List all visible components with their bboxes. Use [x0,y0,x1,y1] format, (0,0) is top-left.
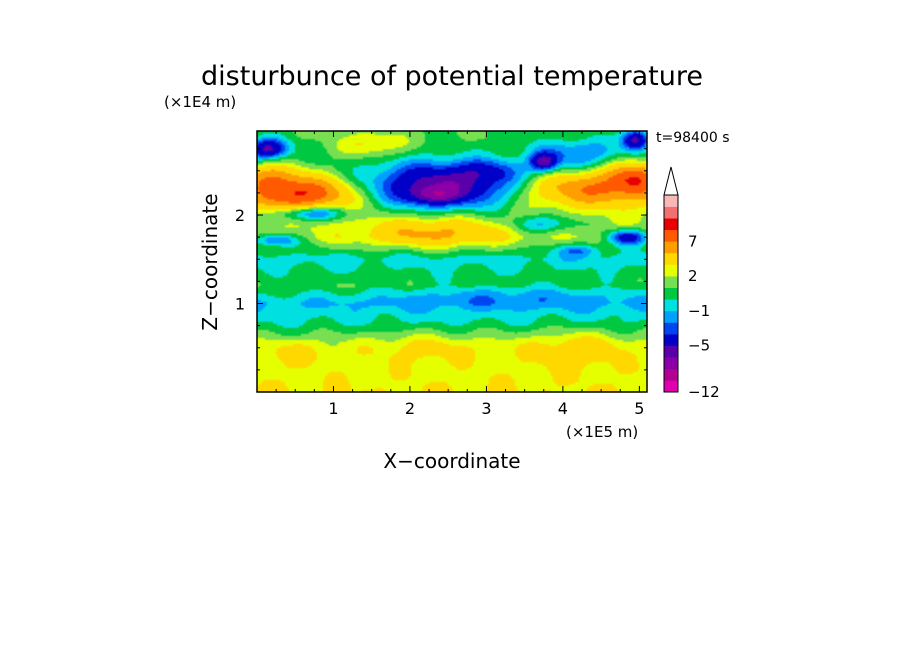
colorbar-swatch [664,345,678,358]
y-unit-label: (×1E4 m) [164,93,236,111]
colorbar-swatch [664,264,678,277]
x-tick-label: 4 [558,399,568,418]
colorbar-swatch [664,229,678,242]
colorbar-tick-label: −1 [688,302,710,320]
colorbar: −12−5−127 [663,166,720,401]
colorbar-swatch [664,368,678,381]
colorbar-swatch [664,195,678,207]
heatmap-field [257,131,647,392]
colorbar-tick-label: 7 [688,232,698,250]
colorbar-swatch [664,334,678,346]
plot-frame [256,130,648,393]
axes: 1 2 3 4 5 1 2 [235,131,647,418]
y-tick-label: 2 [235,206,245,225]
colorbar-swatch [664,252,678,265]
colorbar-swatch [664,299,678,312]
colorbar-swatch [664,206,678,219]
colorbar-tick-label: −5 [688,337,710,355]
x-tick-label: 1 [328,399,338,418]
colorbar-swatch [664,322,678,335]
colorbar-swatch [664,380,678,393]
chart-title: disturbunce of potential temperature [201,61,703,92]
y-tick-label: 1 [235,295,245,314]
colorbar-swatch [664,218,678,231]
heatmap-image [257,131,647,392]
y-axis-title: Z−coordinate [198,193,222,330]
x-tick-label: 2 [405,399,415,418]
colorbar-tick-label: −12 [688,383,720,401]
x-axis-title: X−coordinate [383,449,520,473]
x-unit-label: (×1E5 m) [566,423,638,441]
x-tick-label: 3 [481,399,491,418]
colorbar-swatch [664,276,678,289]
colorbar-swatch [664,241,678,254]
colorbar-tick-label: 2 [688,267,698,285]
time-label: t=98400 s [656,130,730,146]
colorbar-swatch [664,287,678,300]
colorbar-swatch [664,357,678,370]
x-tick-label: 5 [634,399,644,418]
colorbar-extend-max [663,166,679,196]
colorbar-swatch [664,310,678,323]
